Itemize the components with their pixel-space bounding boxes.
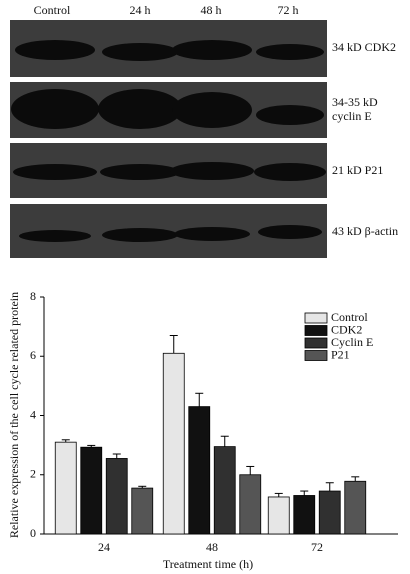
legend-swatch xyxy=(304,350,328,361)
band-label: 34 kD CDK2 xyxy=(332,40,396,54)
lane-label: 72 h xyxy=(278,3,299,17)
bar xyxy=(293,495,316,535)
bar xyxy=(80,446,103,535)
y-tick-label: 8 xyxy=(30,289,36,303)
band-label: cyclin E xyxy=(332,109,372,123)
bar xyxy=(213,446,236,535)
legend-label: CDK2 xyxy=(331,322,362,336)
bar xyxy=(162,352,185,535)
blot-bands xyxy=(11,40,326,242)
bar xyxy=(267,496,290,535)
band-label: 34-35 kD xyxy=(332,95,378,109)
bar xyxy=(54,441,77,535)
legend-label: Cyclin E xyxy=(331,335,373,349)
lane-label: 48 h xyxy=(201,3,222,17)
bar xyxy=(105,458,128,535)
y-tick-label: 4 xyxy=(30,407,36,421)
bar xyxy=(239,474,262,535)
legend-swatch xyxy=(304,325,328,336)
legend-swatch xyxy=(304,337,328,349)
bar xyxy=(188,406,211,535)
x-tick-label: 24 xyxy=(98,540,110,554)
legend-label: P21 xyxy=(331,347,350,361)
x-axis-label: Treatment time (h) xyxy=(163,557,253,571)
x-tick-label: 72 xyxy=(311,540,323,554)
bar xyxy=(318,490,341,535)
band-label: 21 kD P21 xyxy=(332,163,383,177)
legend-swatch xyxy=(304,312,328,324)
lane-label: 24 h xyxy=(130,3,151,17)
band-label: 43 kD β-actin xyxy=(332,224,398,238)
y-tick-label: 2 xyxy=(30,467,36,481)
bar xyxy=(131,487,154,535)
y-tick-label: 0 xyxy=(30,526,36,540)
x-tick-label: 48 xyxy=(206,540,218,554)
legend-label: Control xyxy=(331,310,368,324)
y-axis-label: Relative expression of the cell cycle re… xyxy=(7,292,21,538)
y-tick-label: 6 xyxy=(30,348,36,362)
lane-label: Control xyxy=(34,3,71,17)
bar xyxy=(344,480,367,535)
